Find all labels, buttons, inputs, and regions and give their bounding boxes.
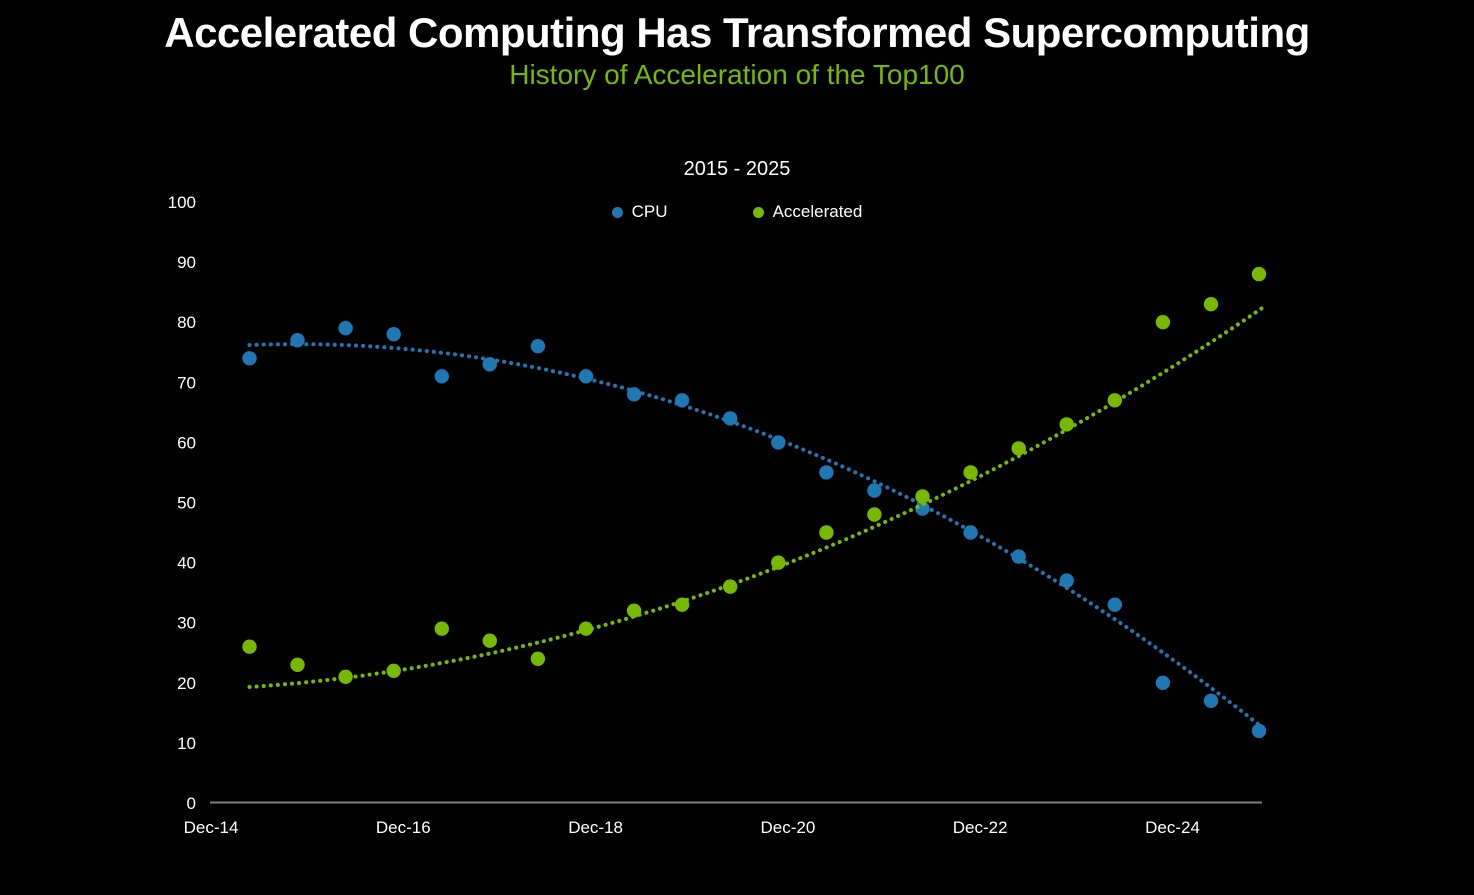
accelerated-data-point — [1155, 315, 1171, 330]
accelerated-data-point — [386, 663, 401, 678]
cpu-data-point — [723, 411, 738, 426]
cpu-data-point — [578, 369, 594, 384]
y-tick-label: 30 — [177, 614, 196, 633]
y-tick-label: 50 — [177, 494, 196, 513]
cpu-data-point — [674, 393, 690, 408]
accelerated-data-point — [530, 651, 546, 666]
x-tick-label: Dec-20 — [760, 818, 815, 837]
accelerated-trendline — [247, 306, 1264, 689]
cpu-data-point — [482, 357, 497, 372]
accelerated-data-point — [867, 507, 882, 522]
legend-item-accelerated: Accelerated — [752, 202, 863, 222]
accelerated-data-point — [626, 603, 642, 618]
cpu-data-point — [819, 465, 834, 480]
y-tick-label: 10 — [177, 734, 196, 753]
y-tick-label: 100 — [168, 193, 196, 212]
cpu-data-point — [338, 321, 353, 336]
cpu-data-point — [1107, 597, 1123, 612]
accelerated-series-marker-icon — [752, 206, 764, 218]
legend-label-cpu: CPU — [631, 202, 668, 221]
cpu-data-point — [1011, 549, 1026, 564]
cpu-data-point — [1251, 723, 1267, 739]
accelerated-data-point — [482, 633, 497, 648]
x-tick-label: Dec-14 — [184, 818, 239, 837]
cpu-data-point — [1155, 675, 1171, 690]
legend: CPU Accelerated — [0, 202, 1474, 222]
y-tick-label: 90 — [177, 253, 196, 272]
cpu-data-point — [290, 333, 305, 348]
cpu-series-marker-icon — [611, 206, 623, 218]
chart-title: Accelerated Computing Has Transformed Su… — [164, 9, 1310, 56]
cpu-data-point — [626, 387, 642, 402]
y-tick-label: 60 — [177, 433, 196, 452]
y-tick-label: 40 — [177, 554, 196, 573]
cpu-data-point — [1203, 693, 1219, 708]
accelerated-data-point — [338, 669, 353, 684]
x-tick-label: Dec-24 — [1145, 818, 1200, 837]
accelerated-data-point — [1059, 417, 1074, 432]
cpu-data-point — [915, 501, 930, 516]
cpu-data-point — [386, 327, 401, 342]
accelerated-data-point — [819, 525, 834, 540]
cpu-data-point — [242, 351, 257, 366]
cpu-data-point — [1059, 573, 1074, 588]
accelerated-data-point — [674, 597, 690, 612]
accelerated-data-point — [1251, 266, 1267, 282]
accelerated-data-point — [1011, 441, 1026, 456]
cpu-data-point — [963, 525, 978, 540]
y-tick-label: 0 — [187, 794, 196, 813]
accelerated-data-point — [290, 657, 305, 672]
y-tick-label: 80 — [177, 313, 196, 332]
cpu-data-point — [530, 339, 546, 354]
accelerated-data-point — [1107, 393, 1123, 408]
date-range-label: 2015 - 2025 — [683, 158, 791, 180]
accelerated-data-point — [963, 465, 978, 480]
accelerated-data-point — [434, 621, 449, 636]
accelerated-data-point — [723, 579, 738, 594]
cpu-data-point — [434, 369, 449, 384]
x-tick-label: Dec-22 — [953, 818, 1008, 837]
cpu-trendline — [247, 342, 1264, 730]
accelerated-data-point — [242, 639, 257, 654]
x-tick-label: Dec-18 — [568, 818, 623, 837]
accelerated-data-point — [771, 555, 786, 570]
accelerated-data-point — [578, 621, 594, 636]
y-tick-label: 70 — [177, 373, 196, 392]
accelerated-data-point — [915, 489, 930, 504]
x-tick-label: Dec-16 — [376, 818, 431, 837]
y-tick-label: 20 — [177, 674, 196, 693]
cpu-data-point — [867, 483, 882, 498]
legend-item-cpu: CPU — [611, 202, 668, 222]
legend-label-accelerated: Accelerated — [772, 202, 863, 221]
cpu-data-point — [771, 435, 786, 450]
accelerated-data-point — [1203, 297, 1219, 312]
chart-subtitle: History of Acceleration of the Top100 — [509, 59, 965, 90]
